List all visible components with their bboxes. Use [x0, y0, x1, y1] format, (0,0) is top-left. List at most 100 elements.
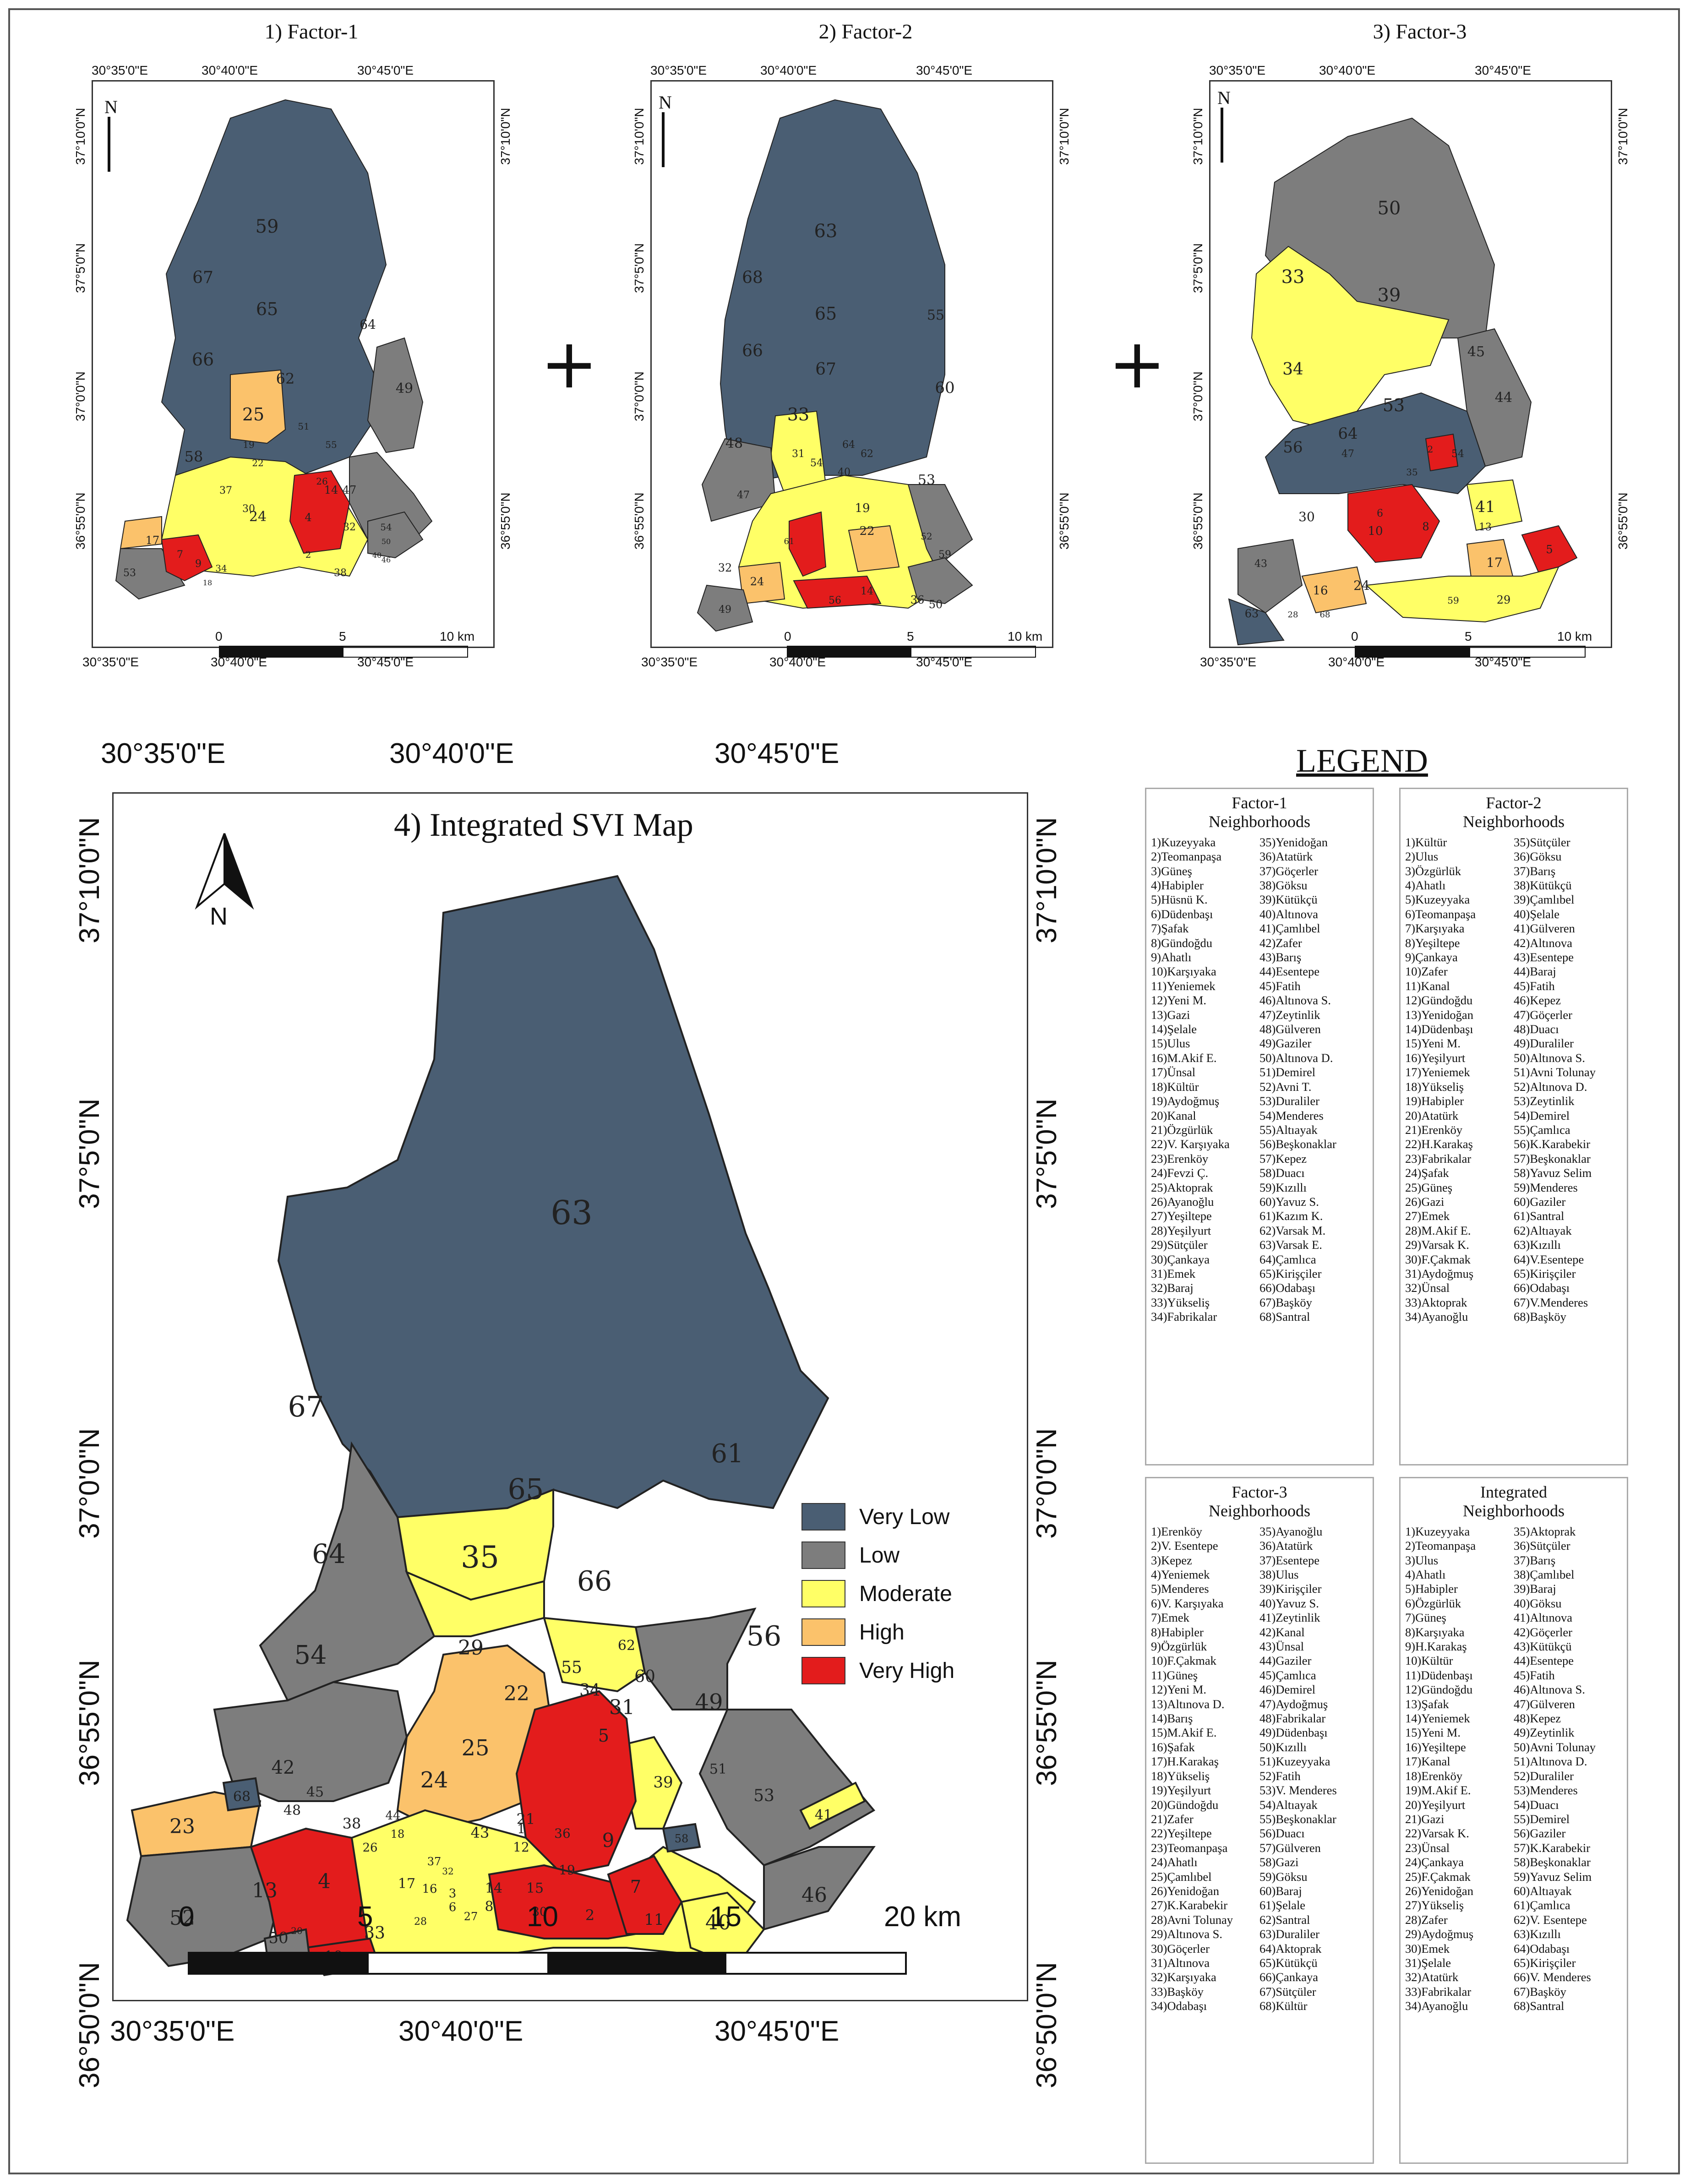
legend-item: 34)Ayanoğlu [1405, 1310, 1468, 1324]
legend-item: 37)Barış [1514, 864, 1556, 878]
legend-item: 48)Gülveren [1259, 1022, 1321, 1036]
region-7-11 [607, 1855, 683, 1935]
panel-1-scalebar [219, 646, 468, 658]
panel-1-north: N [104, 97, 118, 117]
legend-item: 18)Kültür [1151, 1079, 1199, 1094]
legend-box-title: Factor-1 Neighborhoods [1209, 794, 1310, 831]
legend-item: 55)Demirel [1514, 1812, 1570, 1826]
legend-item: 67)V.Menderes [1514, 1295, 1588, 1309]
legend-item: 34)Fabrikalar [1151, 1310, 1217, 1324]
region-label: 41 [815, 1807, 832, 1823]
legend-item: 50)Kızıllı [1259, 1740, 1307, 1754]
legend-item: 68)Santral [1514, 1999, 1565, 2013]
panel-2-title: 2) Factor-2 [818, 20, 913, 43]
region-label: 22 [504, 1682, 529, 1705]
legend-item: 47)Aydoğmuş [1259, 1697, 1328, 1711]
region-label: 56 [1283, 438, 1303, 457]
legend-item: 65)Kütükçü [1259, 1955, 1318, 1970]
region-label: 59 [256, 216, 279, 237]
region-label: 9 [195, 558, 202, 570]
region-label: 56 [747, 1620, 781, 1652]
legend-item: 29)Sütçüler [1151, 1238, 1208, 1252]
panel-3-scale-0: 0 [1351, 629, 1358, 643]
legend-item: 16)M.Akif E. [1151, 1051, 1217, 1065]
legend-item: 13)Şafak [1405, 1697, 1449, 1711]
region-label: 26 [362, 1841, 377, 1855]
legend-item: 2)Teomanpaşa [1151, 850, 1222, 864]
legend-item: 59)Menderes [1514, 1180, 1578, 1194]
region-label: 30 [532, 1905, 547, 1919]
legend-item: 63)Kızıllı [1514, 1927, 1561, 1941]
region-label: 16 [1313, 584, 1328, 598]
legend-item: 26)Ayanoğlu [1151, 1194, 1214, 1209]
legend-box-integrated: Integrated Neighborhoods 1)Kuzeyyaka 2)Teo… [1399, 1477, 1628, 2164]
panel-1-title: 1) Factor-1 [264, 20, 359, 43]
key-label: Very High [859, 1658, 955, 1683]
legend-item: 51)Demirel [1259, 1065, 1316, 1079]
legend-item: 45)Fatih [1514, 1668, 1555, 1682]
main-coord-left-2: 37°5'0"N [74, 1098, 105, 1209]
region-label: 49 [695, 1689, 723, 1715]
legend-item: 30)Göçerler [1151, 1941, 1210, 1955]
region-label: 17 [146, 534, 160, 547]
region-label: 59 [1447, 595, 1459, 606]
legend-item: 59)Göksu [1259, 1869, 1308, 1884]
legend-item: 60)Baraj [1259, 1884, 1302, 1898]
region-label: 68 [233, 1789, 251, 1805]
region-label: 61 [711, 1439, 743, 1469]
region-label: 66 [192, 349, 214, 370]
legend-item: 49)Düdenbaşı [1259, 1726, 1328, 1740]
legend-item: 64)Odabaşı [1514, 1941, 1570, 1955]
legend-item: 51)Kuzeyyaka [1259, 1754, 1330, 1769]
legend-item: 37)Göçerler [1259, 864, 1319, 878]
region-label: 22 [252, 457, 263, 468]
legend-item: 57)Gülveren [1259, 1841, 1321, 1855]
legend-item: 25)Çamlıbel [1151, 1869, 1212, 1884]
legend-item: 15)Ulus [1151, 1036, 1190, 1051]
region-49 [634, 1607, 757, 1710]
legend-item: 29)Aydoğmuş [1405, 1927, 1474, 1941]
legend-item: 47)Gülveren [1514, 1697, 1575, 1711]
legend-item: 31)Aydoğmuş [1405, 1266, 1474, 1280]
legend-item: 66)V. Menderes [1514, 1970, 1591, 1984]
legend-item: 10)Karşıyaka [1151, 964, 1216, 979]
legend-item: 27)Emek [1405, 1209, 1450, 1223]
region-40 [680, 1891, 765, 1967]
legend-item: 49)Duraliler [1514, 1036, 1574, 1051]
region-label: 20 [291, 1925, 302, 1936]
legend-item: 14)Düdenbaşı [1405, 1022, 1473, 1036]
region-label: 55 [325, 439, 337, 450]
panel-2-scale-0: 0 [784, 629, 791, 643]
region-label: 59 [938, 549, 951, 561]
legend-item: 32)Karşıyaka [1151, 1970, 1216, 1984]
region-label: 29 [1497, 594, 1511, 606]
legend-item: 20)Gündoğdu [1151, 1797, 1219, 1812]
region-label: 19 [855, 501, 870, 515]
legend-item: 11)Düdenbaşı [1405, 1668, 1473, 1682]
panel-2-scalebar [787, 646, 1036, 658]
region-label: 68 [742, 268, 763, 287]
legend-item: 50)Altınova D. [1259, 1051, 1333, 1065]
legend-item: 43)Barış [1259, 950, 1302, 964]
region-label: 15 [526, 1880, 544, 1896]
region-label: 38 [343, 1815, 361, 1832]
legend-item: 51)Altınova D. [1514, 1754, 1587, 1769]
legend-item: 13)Gazi [1151, 1008, 1190, 1022]
legend-item: 12)Gündoğdu [1405, 1683, 1473, 1697]
legend-item: 67)Başköy [1514, 1984, 1566, 1999]
legend-item: 42)Kanal [1259, 1625, 1305, 1639]
region-label: 47 [343, 484, 357, 496]
legend-item: 48)Kepez [1514, 1711, 1561, 1726]
key-swatch [801, 1541, 845, 1569]
legend-item: 6)Özgürlük [1405, 1596, 1461, 1610]
region-label: 64 [360, 317, 376, 332]
legend-item: 26)Yenidoğan [1151, 1884, 1219, 1898]
region-label: 54 [1451, 448, 1464, 460]
legend-item: 39)Kütükçü [1259, 893, 1318, 907]
legend-item: 24)Çankaya [1405, 1855, 1464, 1869]
main-coord-right-2: 37°5'0"N [1031, 1098, 1063, 1209]
region-label: 6 [449, 1901, 457, 1914]
legend-item: 1)Erenköy [1151, 1524, 1202, 1538]
region-label: 44 [385, 1809, 400, 1823]
legend-item: 37)Barış [1514, 1553, 1556, 1567]
